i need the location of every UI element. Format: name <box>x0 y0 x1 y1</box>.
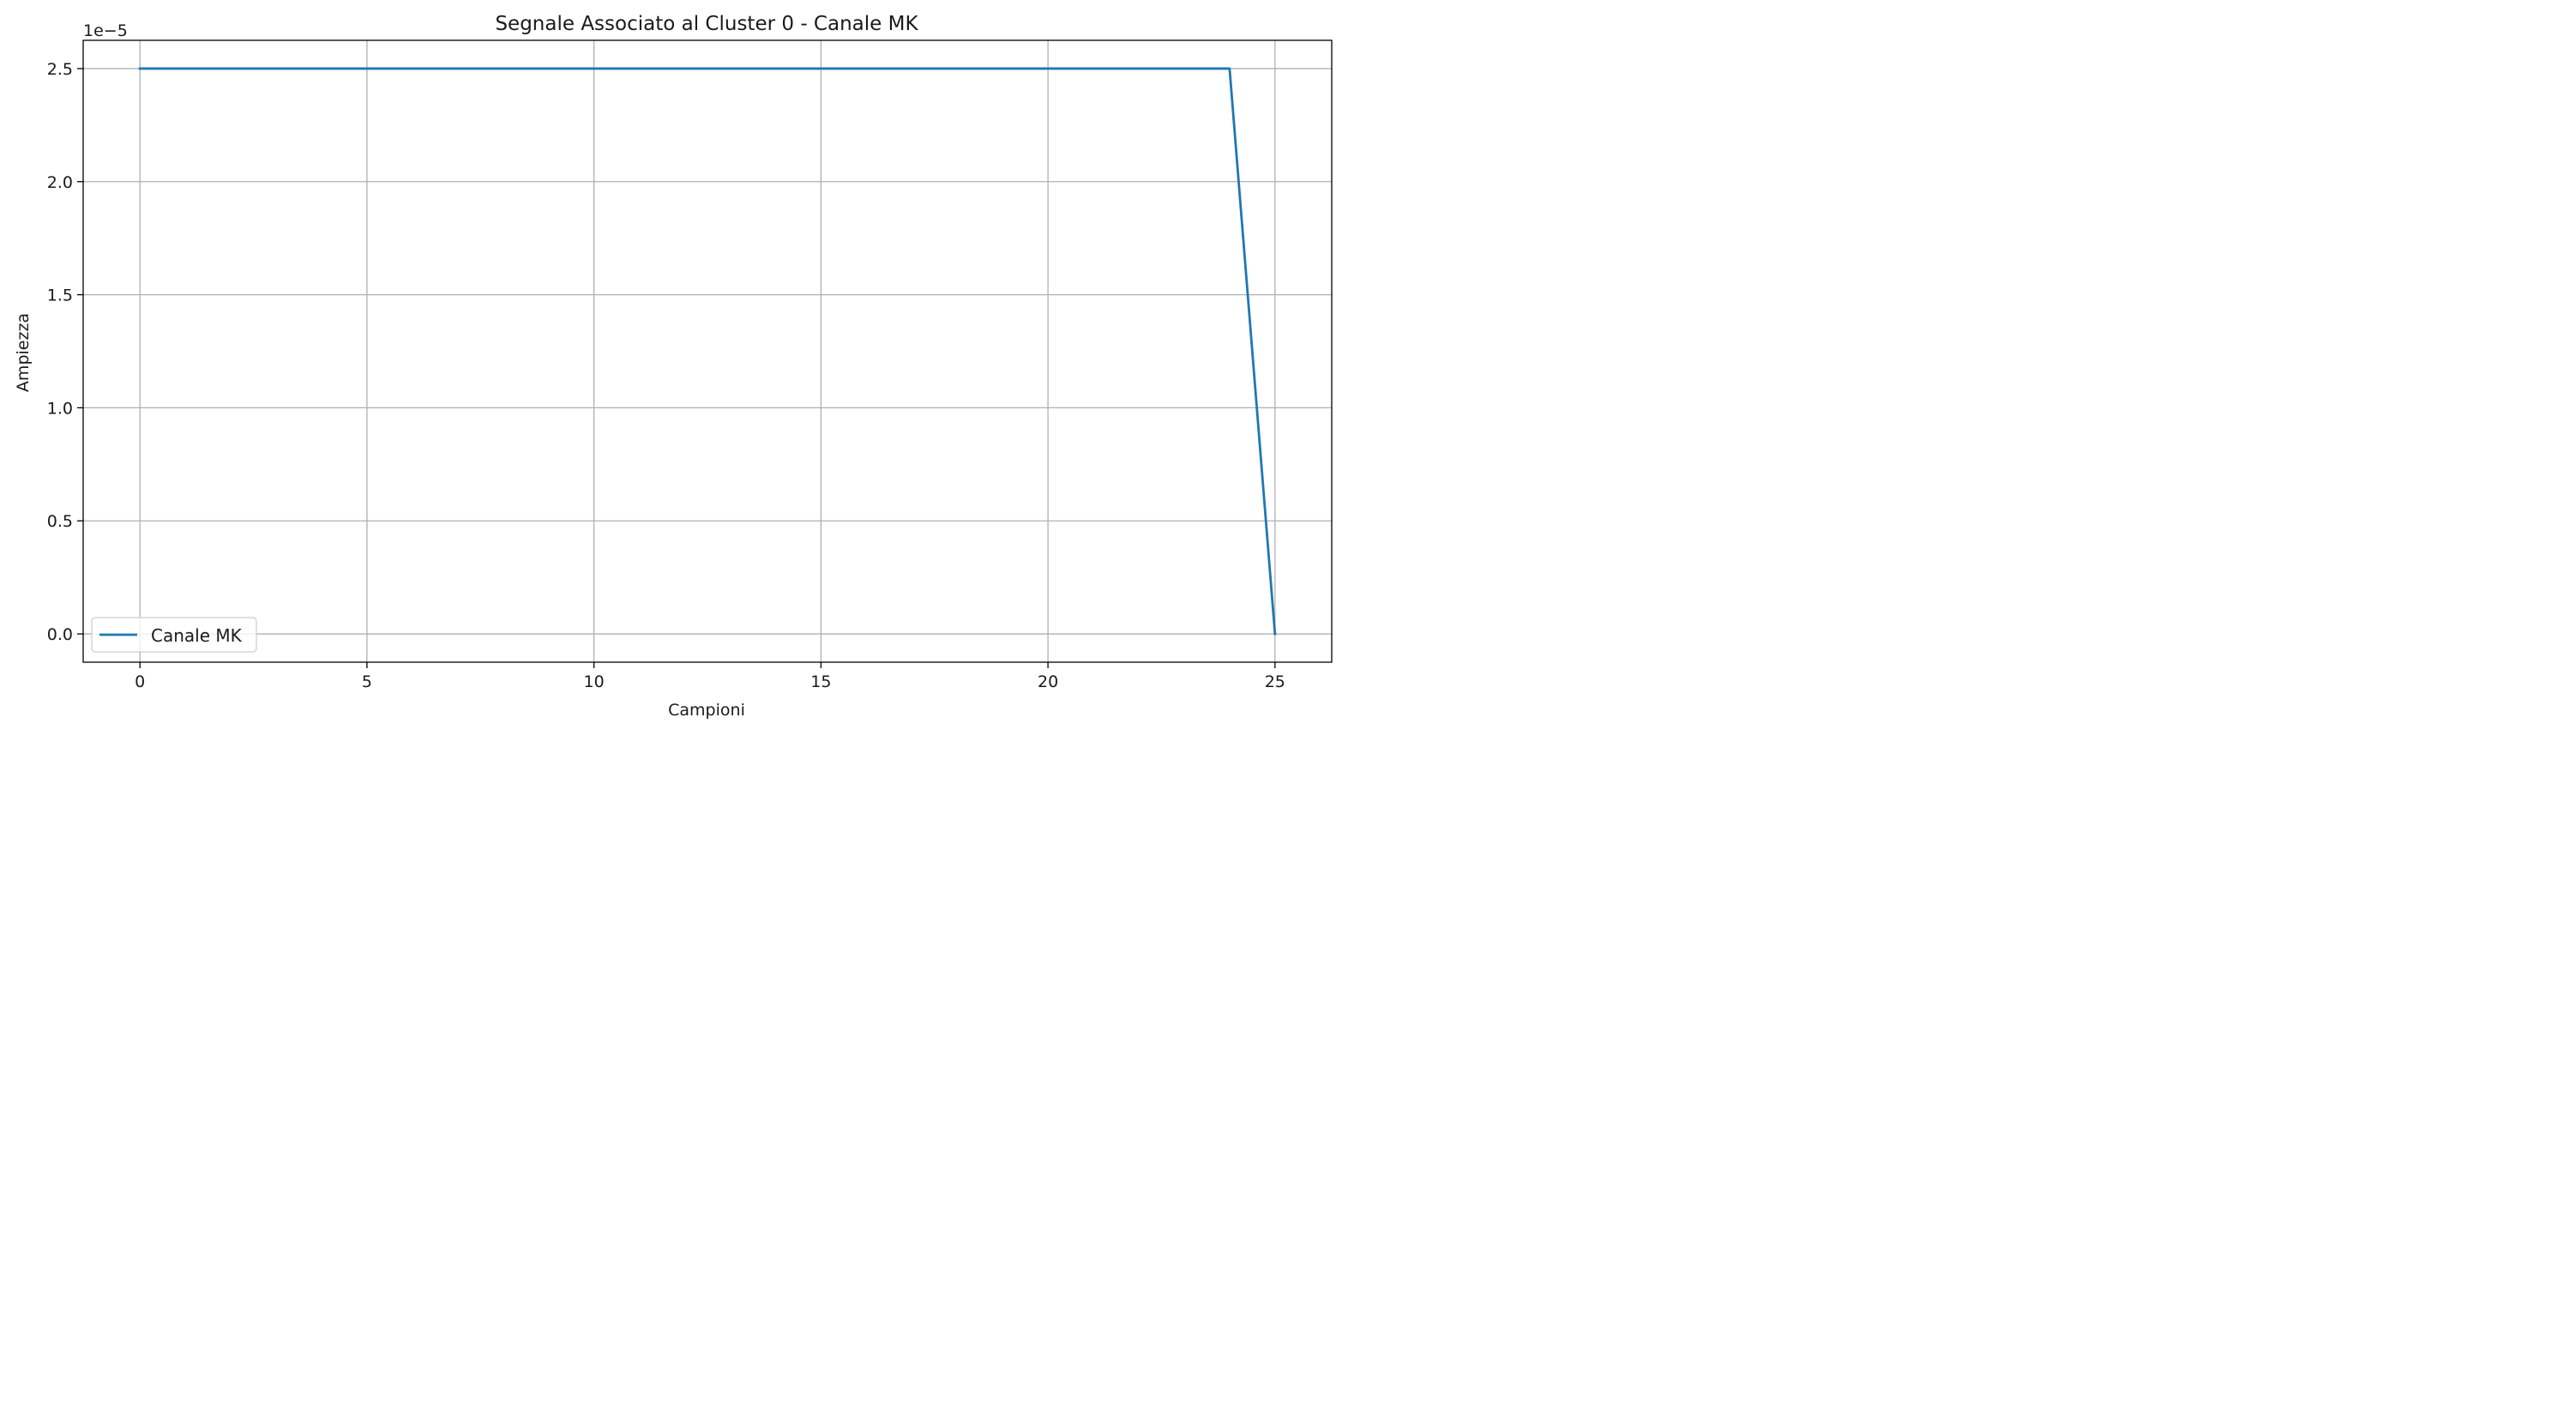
x-axis-label: Campioni <box>668 701 745 720</box>
x-tick-label: 25 <box>1265 672 1285 691</box>
y-tick-label: 0.0 <box>47 625 73 644</box>
legend: Canale MK <box>91 617 257 653</box>
x-tick-label: 10 <box>584 672 605 691</box>
grid <box>83 40 1332 662</box>
x-tick-label: 5 <box>362 672 372 691</box>
y-axis-offset-label: 1e−5 <box>83 21 128 40</box>
x-tick-label: 15 <box>810 672 831 691</box>
line-chart: Segnale Associato al Cluster 0 - Canale … <box>14 13 1333 720</box>
legend-label-canale-mk: Canale MK <box>151 625 243 646</box>
series-line-canale-mk <box>138 67 1277 636</box>
x-tick-label: 0 <box>135 672 145 691</box>
chart-title: Segnale Associato al Cluster 0 - Canale … <box>495 13 918 35</box>
y-tick-label: 2.5 <box>47 60 73 79</box>
x-tick-label: 20 <box>1038 672 1058 691</box>
y-tick-label: 0.5 <box>47 512 73 531</box>
legend-box <box>91 617 257 653</box>
y-tick-label: 1.0 <box>47 399 73 418</box>
y-tick-label: 1.5 <box>47 286 73 305</box>
series-layer <box>138 67 1277 636</box>
ticks: 0 5 10 15 20 25 0.0 0.5 1.0 1.5 2.0 2.5 <box>47 60 1285 691</box>
y-axis-label: Ampiezza <box>14 313 33 392</box>
y-tick-label: 2.0 <box>47 173 73 192</box>
plot-frame <box>82 39 1333 663</box>
